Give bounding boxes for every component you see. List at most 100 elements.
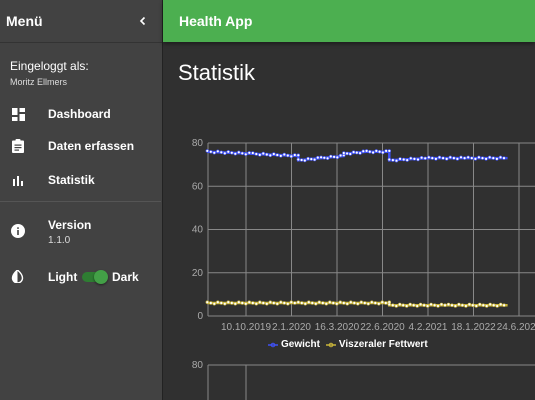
data-point: [293, 301, 297, 305]
sidebar-item-dashboard[interactable]: Dashboard: [0, 100, 161, 128]
data-point: [384, 301, 388, 305]
data-point: [455, 157, 460, 161]
data-point: [328, 300, 332, 304]
data-point: [275, 302, 280, 306]
data-point: [251, 301, 255, 305]
data-point: [405, 304, 409, 308]
data-point: [233, 302, 238, 306]
data-point: [216, 300, 220, 304]
data-point: [254, 152, 259, 156]
chevron-left-icon[interactable]: [134, 12, 152, 30]
data-point: [296, 157, 301, 162]
data-point: [391, 303, 395, 307]
data-point: [286, 302, 290, 306]
version-label: Version: [48, 218, 92, 232]
theme-dark-label: Dark: [112, 270, 139, 284]
data-point: [261, 301, 266, 305]
username: Moritz Ellmers: [10, 77, 68, 87]
data-point: [412, 303, 416, 307]
data-point: [441, 156, 445, 160]
data-point: [466, 155, 470, 159]
data-point: [368, 150, 372, 154]
legend-item-gewicht[interactable]: Gewicht: [268, 339, 320, 350]
data-point: [212, 151, 216, 155]
data-point: [467, 302, 472, 307]
data-point: [237, 300, 241, 304]
data-point: [335, 302, 339, 306]
data-point: [244, 152, 248, 156]
data-point: [322, 156, 327, 160]
data-point: [366, 302, 371, 306]
data-point: [307, 300, 311, 304]
theme-light-label: Light: [48, 270, 78, 284]
data-point: [422, 303, 426, 307]
data-point: [331, 301, 336, 305]
data-point: [448, 155, 452, 159]
data-point: [443, 303, 447, 307]
data-point: [296, 153, 301, 157]
data-point: [436, 304, 440, 308]
y-tick-label: 80: [192, 138, 204, 149]
data-point: [374, 149, 379, 153]
sidebar-item-statistik[interactable]: Statistik: [0, 166, 161, 194]
data-point: [425, 304, 430, 308]
data-point: [282, 152, 287, 157]
data-point: [359, 300, 364, 304]
data-point: [300, 301, 304, 305]
data-point: [219, 150, 223, 154]
data-point: [209, 301, 213, 305]
x-tick-label: 4.2.2021: [409, 322, 448, 330]
data-point: [499, 302, 503, 307]
sidebar-item-label: Statistik: [48, 173, 95, 187]
app-title: Health App: [179, 13, 253, 29]
data-point: [321, 301, 325, 305]
data-point: [247, 151, 252, 155]
second-chart: 80: [192, 360, 535, 400]
data-point: [361, 149, 366, 153]
sidebar-item-label: Dashboard: [48, 107, 111, 121]
data-point: [471, 303, 475, 307]
data-point: [394, 159, 399, 163]
data-point: [439, 302, 444, 307]
data-point: [286, 153, 290, 158]
sidebar-item-daten-erfassen[interactable]: Daten erfassen: [0, 132, 161, 160]
legend-label: Gewicht: [281, 339, 320, 350]
data-point: [265, 152, 269, 157]
data-point: [492, 303, 496, 307]
data-point: [495, 157, 499, 161]
legend-item-viszeraler-fettwert[interactable]: Viszeraler Fettwert: [325, 339, 428, 350]
data-point: [363, 301, 367, 305]
data-point: [310, 301, 315, 305]
data-point: [387, 157, 392, 162]
theme-toggle-switch[interactable]: [82, 270, 108, 284]
data-point: [258, 300, 262, 304]
sidebar-item-label: Daten erfassen: [48, 139, 135, 153]
data-point: [432, 303, 437, 307]
data-point: [409, 156, 413, 160]
data-point: [437, 155, 442, 159]
data-point: [251, 151, 255, 155]
data-point: [212, 302, 216, 306]
data-point: [401, 303, 405, 307]
data-point: [430, 156, 434, 160]
data-point: [473, 157, 478, 161]
data-point: [459, 155, 463, 159]
data-point: [474, 304, 478, 308]
contrast-icon: [11, 269, 24, 288]
data-point: [398, 157, 402, 161]
data-point: [254, 302, 259, 306]
data-point: [391, 158, 395, 162]
info-icon: [11, 224, 25, 243]
switch-thumb: [94, 270, 108, 284]
data-point: [325, 156, 330, 160]
data-point: [352, 301, 357, 305]
data-point: [338, 300, 343, 304]
data-point: [387, 149, 392, 153]
data-point: [342, 151, 346, 155]
theme-toggle-row: Light Dark: [0, 266, 161, 288]
data-point: [272, 152, 276, 156]
data-point: [342, 301, 346, 305]
data-point: [373, 301, 378, 305]
data-point: [384, 149, 388, 153]
data-point: [398, 302, 402, 307]
